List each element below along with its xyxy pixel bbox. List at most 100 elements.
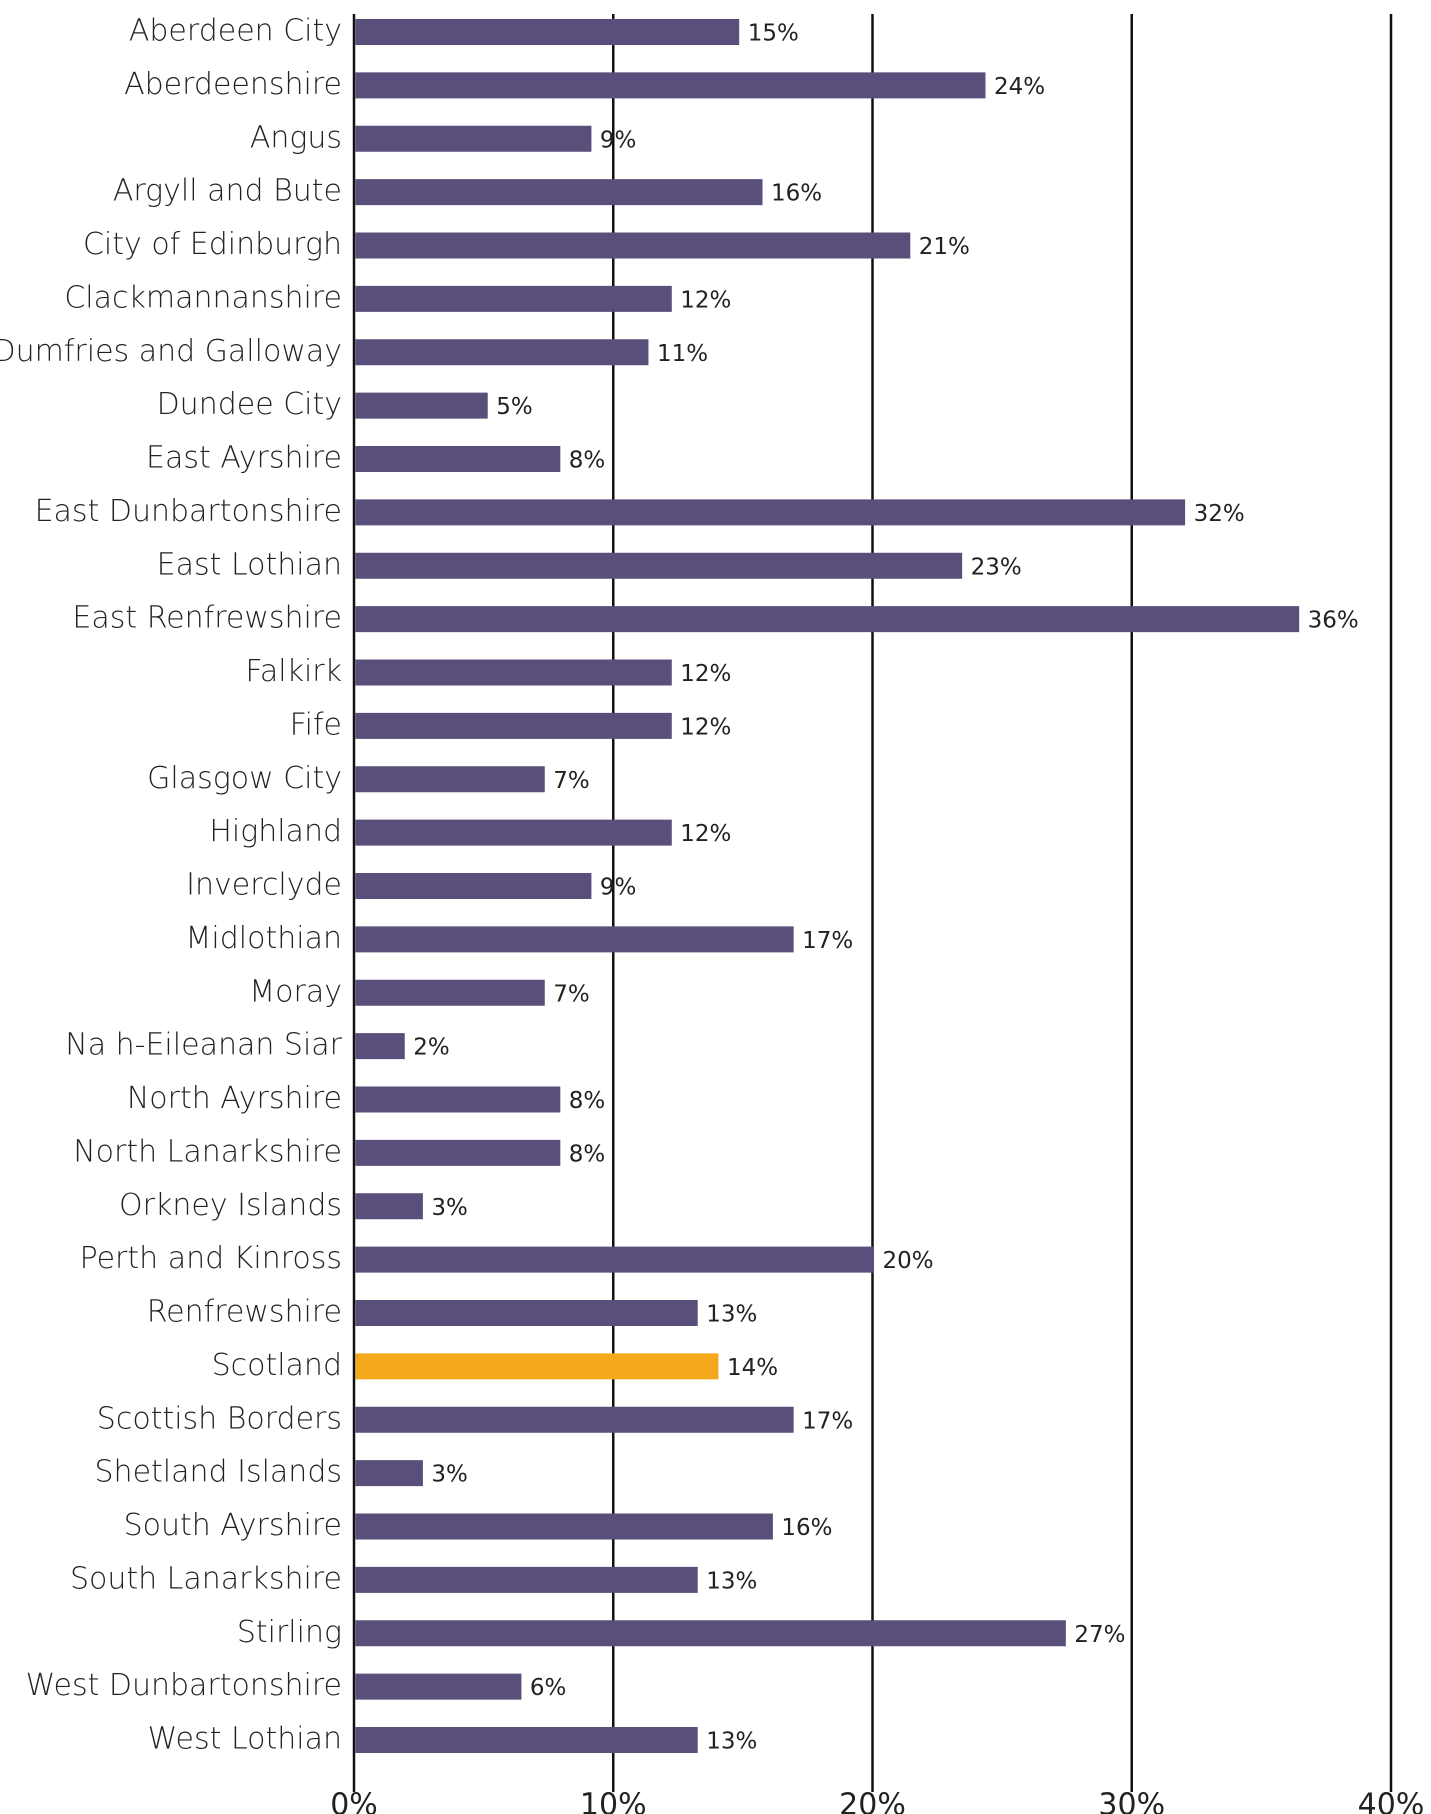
value-label: 32% [1194,501,1245,527]
bar [355,19,740,45]
category-label: Scottish Borders [97,1401,342,1436]
category-label: East Ayrshire [146,441,342,476]
value-label: 8% [569,1088,606,1114]
value-label: 8% [569,1141,606,1167]
bar [355,339,649,366]
value-label: 21% [919,234,970,260]
category-label: East Renfrewshire [72,601,342,636]
bar [355,285,672,312]
bar [355,1673,522,1700]
category-label: North Lanarkshire [73,1134,342,1169]
category-label: Moray [249,974,342,1009]
category-label: North Ayrshire [127,1081,342,1116]
category-label: Fife [290,707,342,742]
category-label: Orkney Islands [119,1188,342,1223]
category-label: Clackmannanshire [64,280,342,315]
category-label: City of Edinburgh [83,227,342,262]
bar [355,766,545,793]
category-label: West Dunbartonshire [26,1668,342,1703]
category-label: West Lothian [148,1722,342,1757]
bar [355,125,592,152]
value-label: 11% [657,341,708,367]
bar [355,926,794,953]
value-label: 13% [706,1302,757,1328]
category-label: South Ayrshire [124,1508,342,1543]
category-label: East Dunbartonshire [35,494,342,529]
bar [355,499,1186,526]
x-tick-label: 0% [330,1788,378,1814]
bar [355,1460,423,1487]
bar [355,606,1300,633]
category-label: Shetland Islands [95,1455,342,1490]
bar [355,712,672,739]
category-label: South Lanarkshire [70,1561,342,1596]
bar [355,392,488,419]
category-label: Aberdeen City [129,14,342,49]
category-label: Falkirk [245,654,342,689]
bar [355,873,592,899]
bar [355,1566,698,1593]
value-label: 7% [553,981,590,1007]
bar [355,1193,423,1220]
bar [355,1139,561,1166]
bar [355,1727,698,1753]
category-label: Na h-Eileanan Siar [65,1028,342,1063]
value-label: 7% [553,768,590,794]
value-label: 13% [706,1729,757,1755]
value-label: 9% [600,127,637,153]
value-label: 12% [680,661,731,687]
bar [355,179,763,206]
value-label: 12% [680,287,731,313]
value-label: 6% [530,1675,567,1701]
bar [355,1513,773,1540]
value-label: 15% [748,21,799,47]
value-label: 16% [771,181,822,207]
value-label: 16% [781,1515,832,1541]
bar [355,1620,1066,1647]
bar [355,659,672,686]
value-label: 23% [971,554,1022,580]
value-label: 5% [496,394,533,420]
value-label: 12% [680,714,731,740]
bar [355,72,986,99]
value-label: 27% [1074,1622,1125,1648]
bar [355,979,545,1006]
category-label: East Lothian [157,547,342,582]
category-label: Renfrewshire [147,1295,342,1330]
bar [355,1033,405,1060]
value-label: 17% [802,928,853,954]
x-tick-label: 30% [1098,1788,1165,1814]
value-label: 24% [994,74,1045,100]
x-tick-label: 40% [1358,1788,1425,1814]
category-label: Perth and Kinross [80,1241,342,1276]
value-label: 12% [680,821,731,847]
category-label: Inverclyde [186,868,342,903]
category-label: Highland [209,814,342,849]
bar [355,1300,698,1326]
bar [355,1086,561,1113]
category-label: Midlothian [186,921,342,956]
value-label: 36% [1308,608,1359,634]
value-label: 14% [727,1355,778,1381]
category-label: Angus [250,120,342,155]
category-label: Stirling [237,1615,342,1650]
bar [355,1246,874,1273]
value-label: 3% [431,1462,468,1488]
category-label: Argyll and Bute [113,174,342,209]
value-label: 9% [600,875,637,901]
category-label: Aberdeenshire [124,67,342,102]
bar [355,232,911,259]
bar [355,1406,794,1433]
value-label: 2% [413,1035,450,1061]
bar [355,446,561,472]
value-label: 13% [706,1568,757,1594]
bar [355,819,672,846]
category-label: Scotland [212,1348,342,1383]
value-label: 3% [431,1195,468,1221]
category-label: Dumfries and Galloway [0,334,342,369]
value-label: 17% [802,1408,853,1434]
category-label: Dundee City [157,387,342,422]
x-tick-label: 20% [839,1788,906,1814]
bar [355,1353,719,1380]
